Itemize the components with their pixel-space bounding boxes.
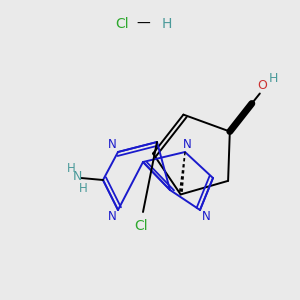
Text: N: N bbox=[183, 137, 191, 151]
Text: H: H bbox=[162, 17, 172, 31]
Text: Cl: Cl bbox=[134, 219, 148, 233]
Text: N: N bbox=[108, 137, 116, 151]
Text: H: H bbox=[269, 72, 278, 85]
Text: N: N bbox=[108, 209, 116, 223]
Text: N: N bbox=[202, 209, 210, 223]
Text: O: O bbox=[257, 79, 267, 92]
Text: N: N bbox=[72, 170, 82, 184]
Text: H: H bbox=[67, 161, 75, 175]
Text: —: — bbox=[136, 17, 150, 31]
Text: Cl: Cl bbox=[115, 17, 129, 31]
Text: H: H bbox=[79, 182, 87, 194]
